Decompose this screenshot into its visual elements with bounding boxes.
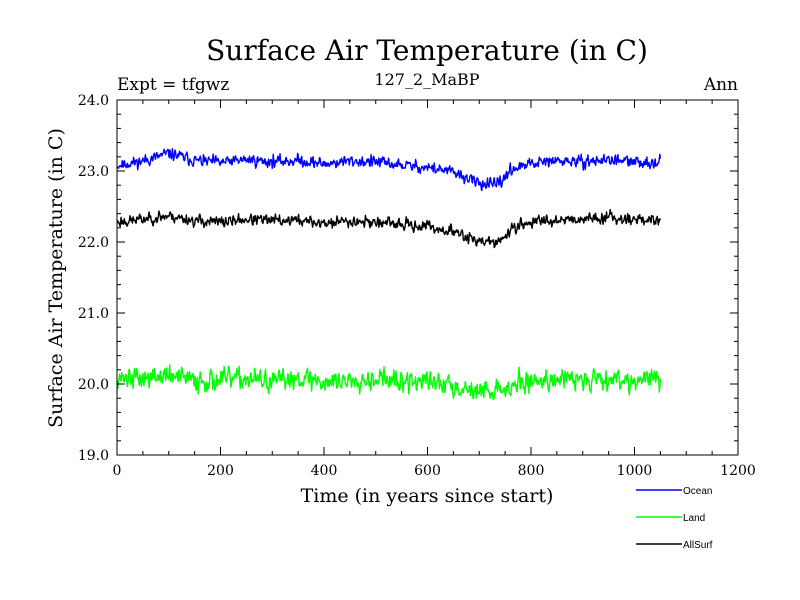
- series-line-land: [116, 364, 662, 400]
- plot-frame: [116, 99, 739, 456]
- y-tick-label: 23.0: [78, 164, 109, 180]
- y-tick-label: 24.0: [78, 93, 109, 109]
- experiment-label: Expt = tfgwz: [117, 75, 229, 95]
- legend-label-land: Land: [683, 513, 705, 524]
- x-tick-label: 800: [518, 463, 545, 479]
- chart-title: Surface Air Temperature (in C): [206, 34, 648, 67]
- series-line-allsurf: [116, 208, 662, 249]
- series-line-ocean: [116, 148, 662, 192]
- y-axis-label: Surface Air Temperature (in C): [45, 128, 67, 428]
- axis-ticks: 0 200 400 600 800 1000 1200 19.0 20.0 21.0 22.0 23.…: [78, 93, 756, 479]
- chart-subtitle: 127_2_MaBP: [374, 70, 479, 89]
- x-tick-label: 0: [113, 463, 122, 479]
- legend-label-allsurf: AllSurf: [683, 540, 713, 551]
- y-tick-label: 21.0: [78, 306, 109, 322]
- x-tick-label: 600: [414, 463, 441, 479]
- series-layer: [116, 148, 662, 400]
- legend-label-ocean: Ocean: [683, 486, 712, 497]
- x-tick-label: 400: [311, 463, 338, 479]
- y-tick-label: 19.0: [78, 448, 109, 464]
- x-tick-label: 1200: [720, 463, 756, 479]
- period-label: Ann: [703, 75, 738, 95]
- x-tick-label: 200: [207, 463, 234, 479]
- x-axis-label: Time (in years since start): [301, 485, 554, 507]
- y-tick-label: 22.0: [78, 235, 109, 251]
- legend: Ocean Land AllSurf: [636, 486, 713, 551]
- x-tick-label: 1000: [617, 463, 653, 479]
- y-tick-label: 20.0: [78, 377, 109, 393]
